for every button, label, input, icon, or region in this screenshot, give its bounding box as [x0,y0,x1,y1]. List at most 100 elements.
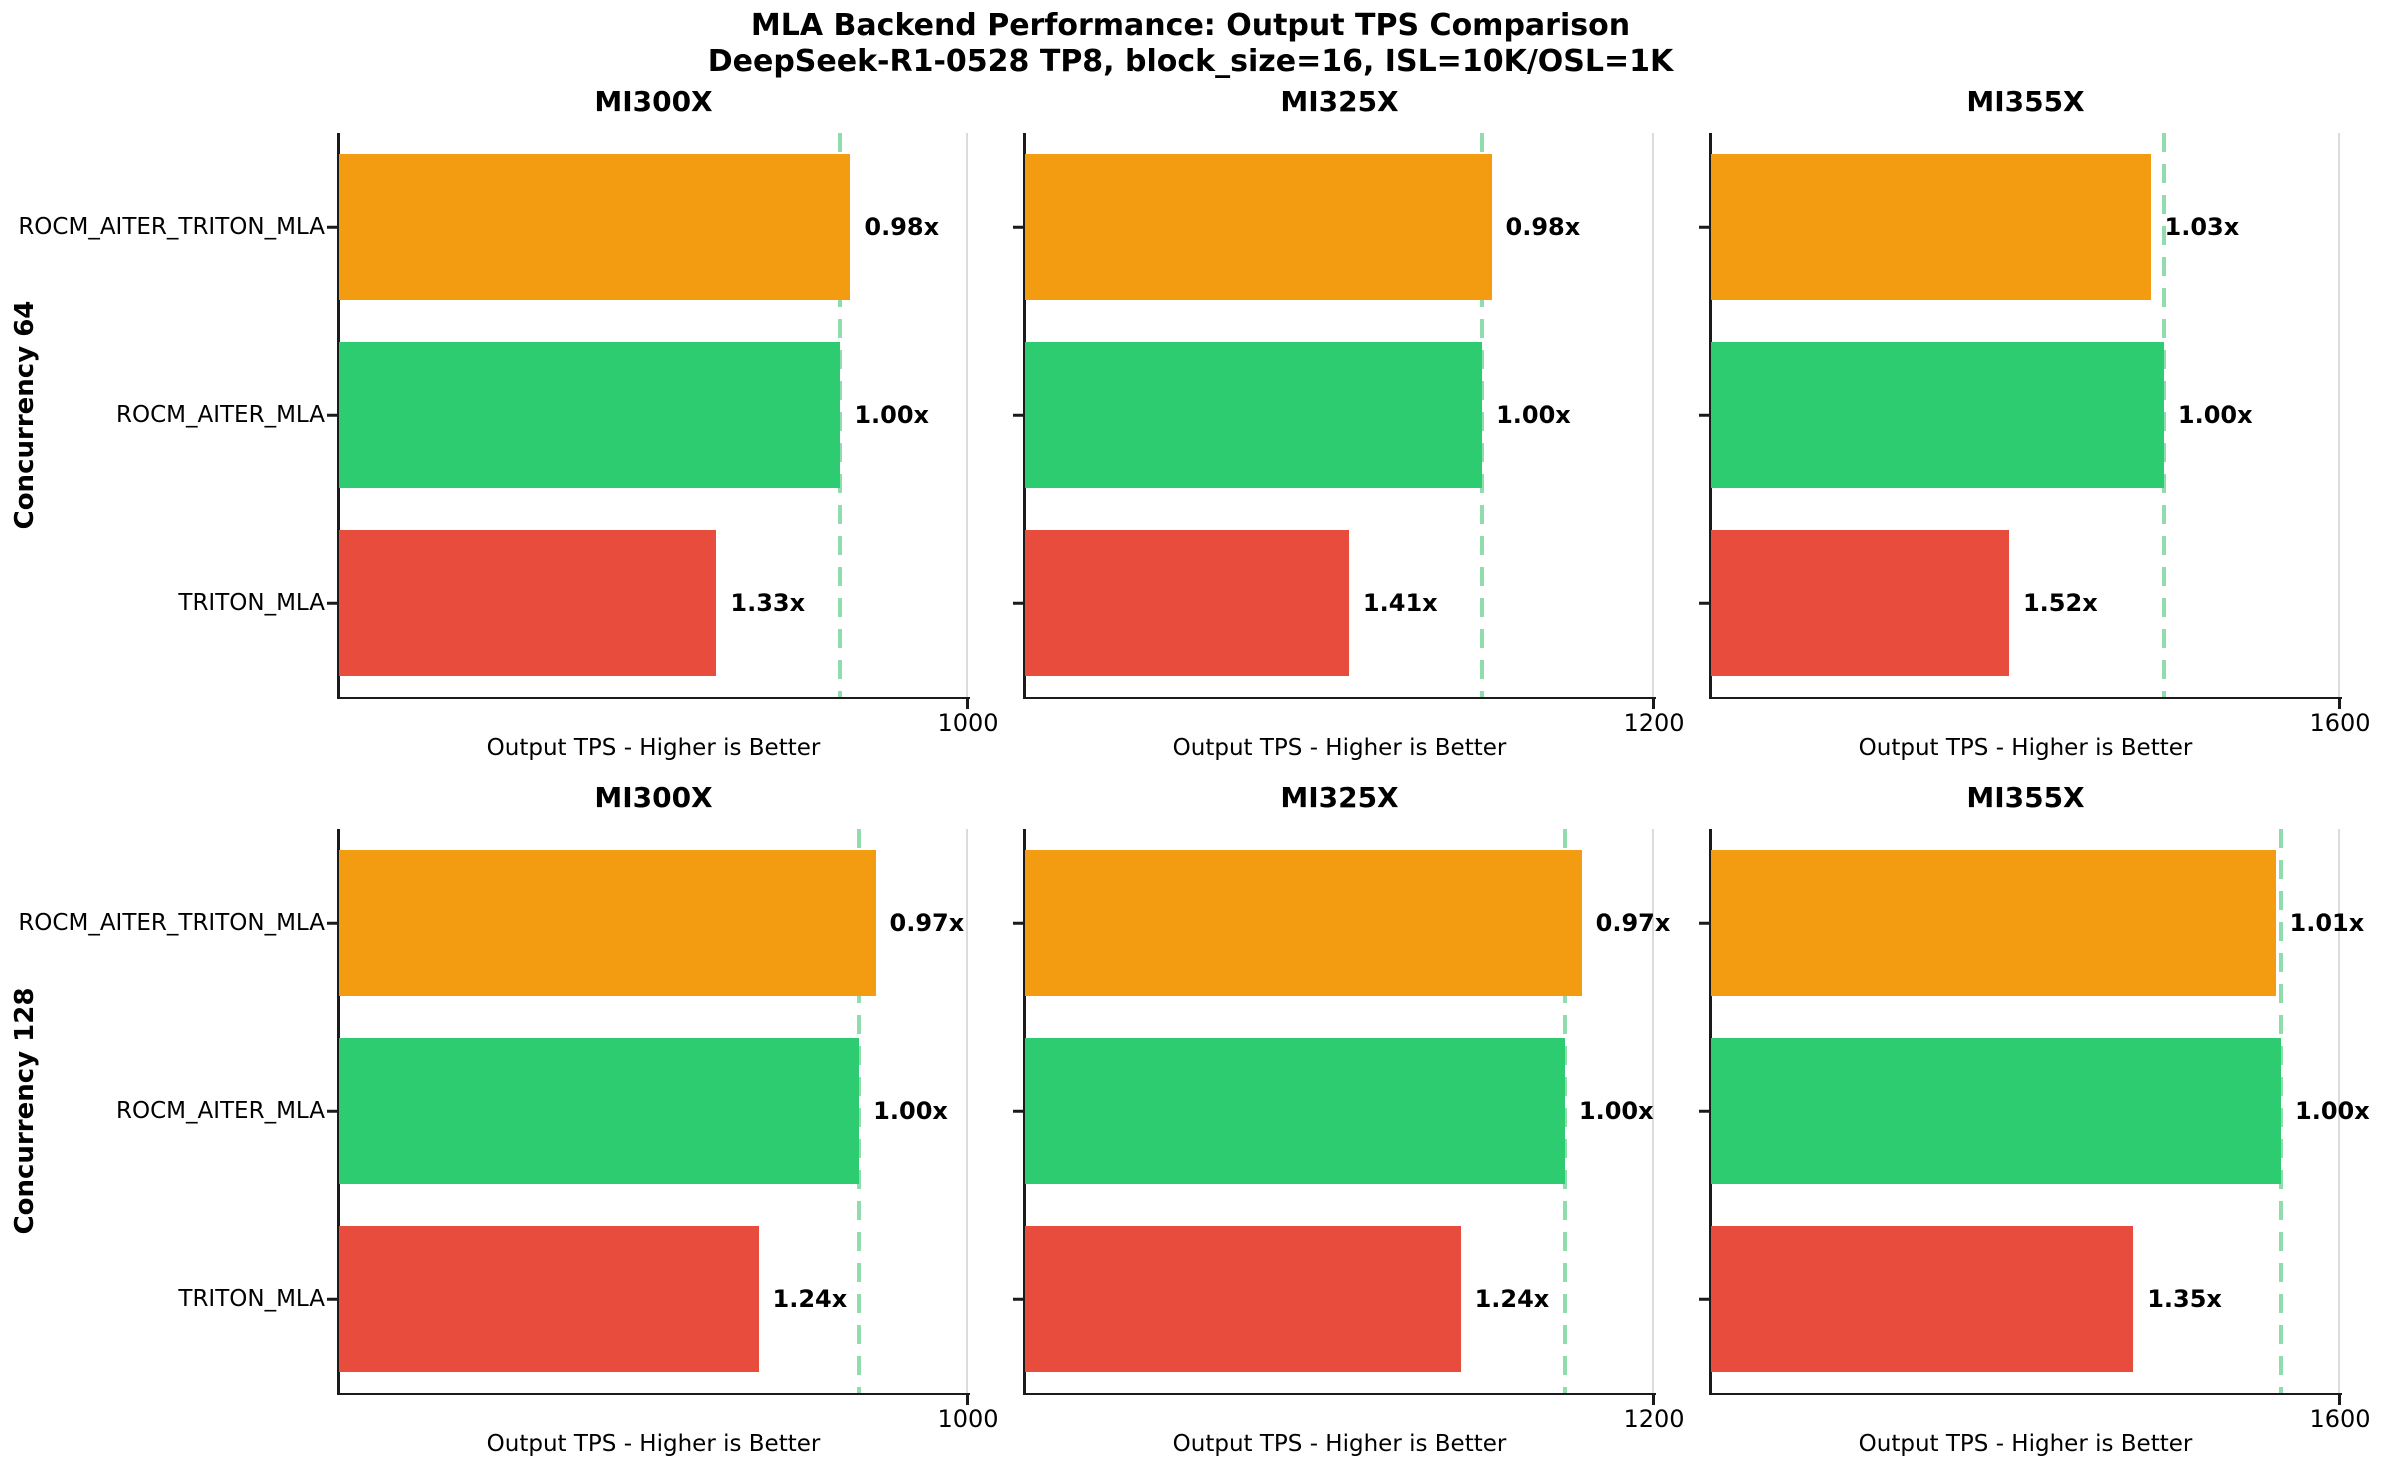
reference-line [838,133,843,697]
x-tick-label: 1200 [1623,709,1685,737]
figure-title-line1: MLA Backend Performance: Output TPS Comp… [750,8,1631,43]
reference-line [1562,829,1567,1393]
subplot-mi325x-row0: MI325X 0.98x 1.00x 1.41x 1200 Output TPS - Hi… [1013,85,1685,761]
x-axis-label: Output TPS - Higher is Better [486,1431,821,1457]
bar-value-label: 0.98x [864,213,940,241]
bottom-spine [1709,696,2342,699]
x-tick-label: 1000 [937,1405,999,1433]
right-spine [2338,133,2340,697]
y-tick [1013,1297,1025,1301]
bar-value-label: 1.00x [2177,401,2253,429]
bar-value-label: 1.24x [1474,1285,1550,1313]
y-tick [327,1109,339,1113]
y-tick [1013,413,1025,417]
bar-value-label: 1.00x [854,401,930,429]
bar-rocm_aiter_mla [1025,341,1483,489]
bar-rocm_aiter_triton_mla [1025,153,1492,301]
bar-triton_mla [1025,529,1349,677]
bar-rocm_aiter_triton_mla [1711,849,2276,997]
x-tick [1652,1395,1655,1405]
right-spine [2338,829,2340,1393]
bottom-spine [1709,1392,2342,1395]
subplot-mi300x-row1: MI300X 0.97x 1.00x 1.24x ROCM_AITER_TRITON_M… [18,781,998,1457]
bar-rocm_aiter_triton_mla [1711,153,2151,301]
bar-value-label: 0.97x [889,909,965,937]
right-spine [1652,829,1654,1393]
y-tick [1013,601,1025,605]
subplot-title: MI325X [1280,781,1399,814]
x-tick [2338,1395,2341,1405]
bar-value-label: 1.33x [730,589,806,617]
subplot-mi325x-row1: MI325X 0.97x 1.00x 1.24x 1200 Output TPS - Hi… [1013,781,1685,1457]
figure-title-line2: DeepSeek-R1-0528 TP8, block_size=16, ISL… [707,44,1674,79]
right-spine [966,829,968,1393]
y-tick [1013,1109,1025,1113]
bar-rocm_aiter_mla [1711,341,2164,489]
bar-value-label: 1.52x [2022,589,2098,617]
bar-value-label: 1.41x [1362,589,1438,617]
subplot-title: MI300X [594,781,713,814]
bar-rocm_aiter_mla [1025,1037,1565,1185]
y-tick [1699,225,1711,229]
x-tick [2338,699,2341,709]
bar-value-label: 1.00x [1578,1097,1654,1125]
x-tick-label: 1200 [1623,1405,1685,1433]
reference-line [2279,829,2284,1393]
bar-triton_mla [1025,1225,1461,1373]
x-tick [1652,699,1655,709]
y-tick-label-rocm_aiter_triton_mla: ROCM_AITER_TRITON_MLA [18,910,325,936]
bar-rocm_aiter_mla [1711,1037,2281,1185]
bar-value-label: 1.00x [1496,401,1571,429]
x-axis-label: Output TPS - Higher is Better [1858,735,2193,761]
y-tick [327,413,339,417]
figure-title: MLA Backend Performance: Output TPS Comp… [0,8,2381,80]
x-axis-label: Output TPS - Higher is Better [1858,1431,2193,1457]
x-axis-label: Output TPS - Higher is Better [1172,735,1507,761]
y-tick [1013,921,1025,925]
bar-triton_mla [1711,529,2009,677]
row-label-concurrency-128: Concurrency 128 [10,987,40,1235]
y-tick [1699,1297,1711,1301]
bottom-spine [1023,1392,1656,1395]
bottom-spine [337,696,970,699]
bar-value-label: 1.35x [2147,1285,2222,1313]
subplot-title: MI355X [1966,781,2085,814]
y-tick [1013,225,1025,229]
x-axis-label: Output TPS - Higher is Better [1172,1431,1507,1457]
x-axis-label: Output TPS - Higher is Better [486,735,821,761]
bar-rocm_aiter_triton_mla [339,849,876,997]
bar-value-label: 1.01x [2289,909,2365,937]
y-tick-label-rocm_aiter_mla: ROCM_AITER_MLA [116,402,325,428]
plot-area: 0.97x 1.00x 1.24x [1013,829,1670,1405]
bar-rocm_aiter_triton_mla [1025,849,1582,997]
bar-rocm_aiter_triton_mla [339,153,851,301]
y-tick [1699,921,1711,925]
x-tick [966,699,969,709]
x-tick-label: 1600 [2309,709,2371,737]
right-spine [1652,133,1654,697]
y-tick-label-rocm_aiter_triton_mla: ROCM_AITER_TRITON_MLA [18,214,325,240]
right-spine [966,133,968,697]
subplot-title: MI325X [1280,85,1399,118]
plot-area: 0.97x 1.00x 1.24x [327,829,970,1405]
y-tick [327,921,339,925]
bar-value-label: 0.97x [1595,909,1671,937]
bar-triton_mla [339,1225,759,1373]
y-tick [327,1297,339,1301]
bar-value-label: 1.00x [2295,1097,2370,1125]
x-tick-label: 1000 [937,709,999,737]
bar-value-label: 0.98x [1505,213,1581,241]
plot-area: 0.98x 1.00x 1.41x [1013,133,1656,709]
bar-triton_mla [1711,1225,2134,1373]
subplot-title: MI300X [594,85,713,118]
y-tick [1699,413,1711,417]
x-tick-label: 1600 [2309,1405,2371,1433]
bottom-spine [337,1392,970,1395]
subplot-mi355x-row0: MI355X 1.03x 1.00x 1.52x 1600 Output TPS - Hi… [1699,85,2371,761]
subplot-mi300x-row0: MI300X 0.98x 1.00x 1.33x ROCM_AITER_TRITON_M… [18,85,998,761]
plot-area: 0.98x 1.00x 1.33x [327,133,970,709]
bar-value-label: 1.24x [772,1285,848,1313]
x-tick [966,1395,969,1405]
y-tick-label-triton_mla: TRITON_MLA [178,1286,325,1312]
